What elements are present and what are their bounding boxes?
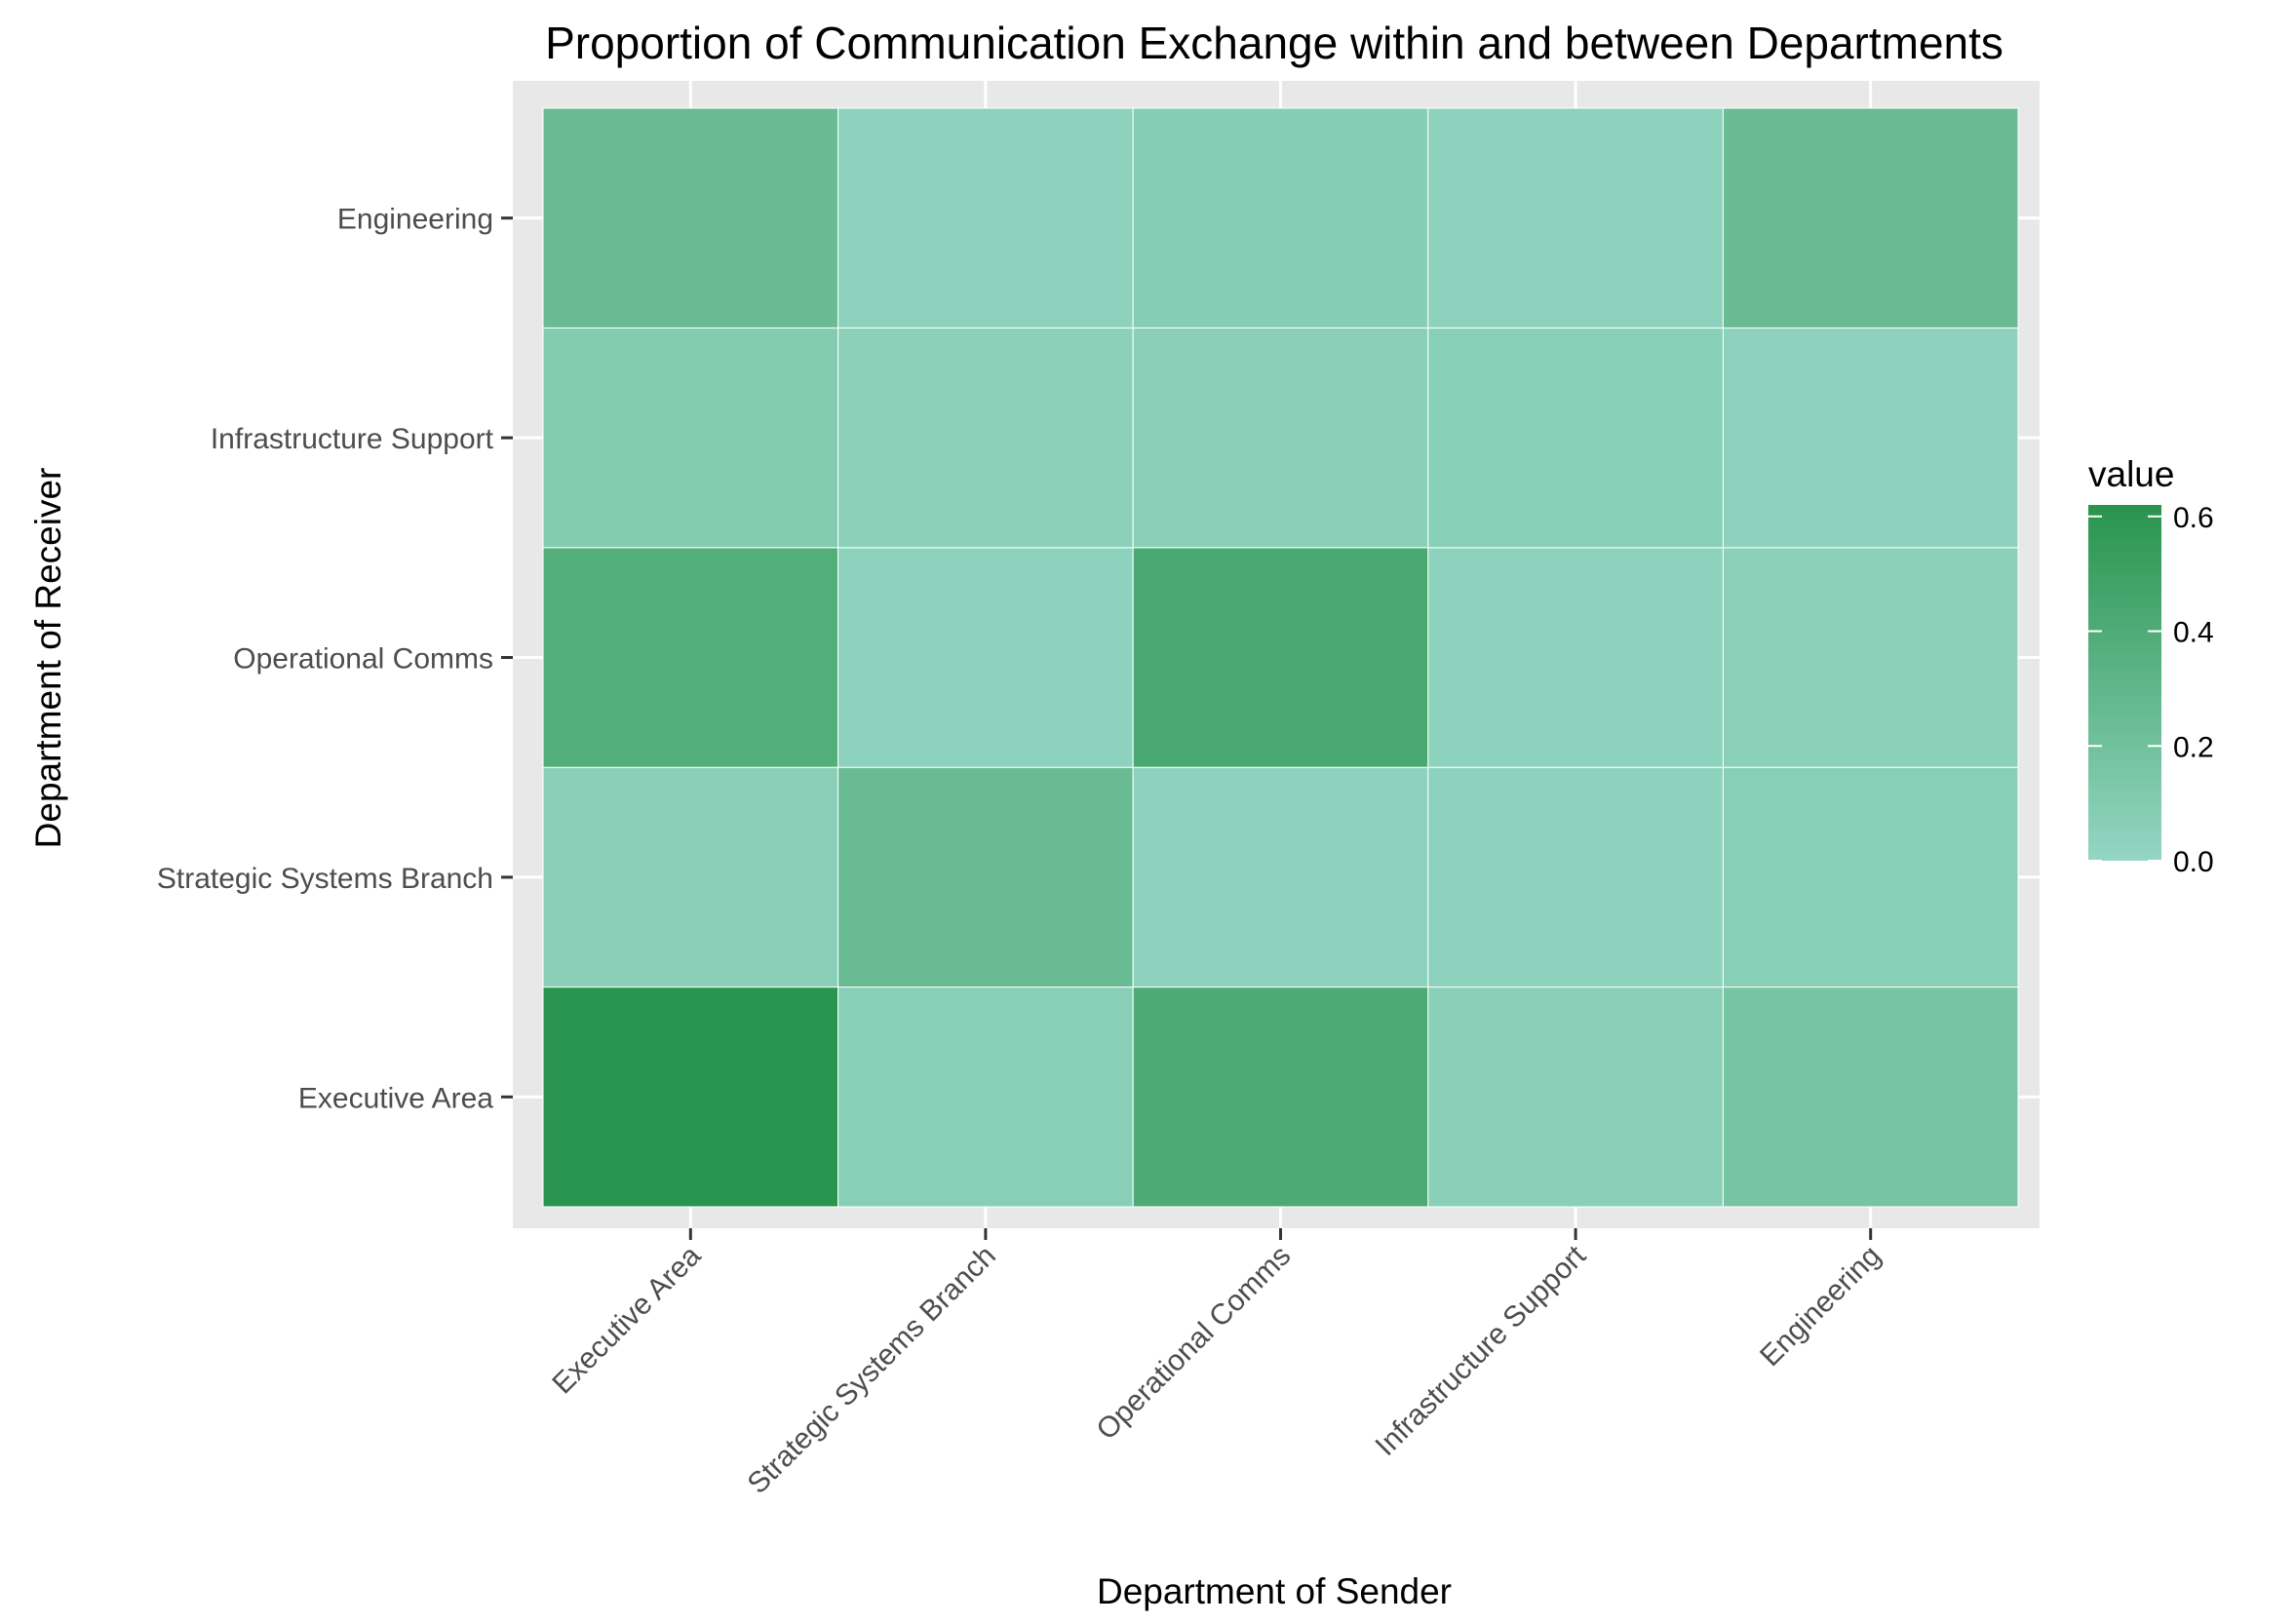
- heatmap-cell: [837, 986, 1134, 1208]
- heatmap-cell: [837, 547, 1134, 768]
- legend-tick-label: 0.2: [2173, 731, 2214, 763]
- x-axis: Executive Area Strategic Systems Branch Op…: [546, 1228, 1887, 1500]
- x-tick-label: Engineering: [1754, 1240, 1887, 1373]
- legend-tick-label: 0.4: [2173, 617, 2214, 649]
- heatmap-cell: [1427, 107, 1724, 329]
- heatmap-cell: [542, 766, 839, 988]
- heatmap-cell: [837, 766, 1134, 988]
- legend-tick-label: 0.0: [2173, 846, 2214, 878]
- legend-colorbar: [2088, 505, 2161, 861]
- y-tick-label: Executive Area: [298, 1082, 493, 1114]
- heatmap-cell: [1132, 107, 1429, 329]
- heatmap-cell: [1722, 547, 2019, 768]
- x-tick-label: Infrastructure Support: [1370, 1239, 1593, 1462]
- heatmap-cell: [1132, 327, 1429, 549]
- heatmap-cells: [542, 107, 2019, 1208]
- heatmap-cell: [837, 327, 1134, 549]
- y-tick-label: Infrastructure Support: [211, 423, 494, 455]
- heatmap-cell: [1722, 107, 2019, 329]
- heatmap-cell: [1427, 547, 1724, 768]
- heatmap-cell: [542, 986, 839, 1208]
- heatmap-cell: [1132, 547, 1429, 768]
- heatmap-cell: [1722, 986, 2019, 1208]
- heatmap-cell: [1427, 986, 1724, 1208]
- x-tick-label: Strategic Systems Branch: [741, 1240, 1001, 1500]
- heatmap-cell: [542, 327, 839, 549]
- legend-title: value: [2088, 454, 2174, 494]
- x-axis-title: Department of Sender: [1097, 1571, 1452, 1611]
- y-tick-label: Strategic Systems Branch: [157, 863, 493, 895]
- heatmap-cell: [837, 107, 1134, 329]
- chart-title: Proportion of Communication Exchange wit…: [545, 18, 2003, 68]
- heatmap-cell: [542, 547, 839, 768]
- legend-tick-label: 0.6: [2173, 502, 2214, 534]
- heatmap-cell: [1427, 766, 1724, 988]
- y-tick-label: Operational Comms: [233, 643, 493, 676]
- color-legend: value 0.0 0.2 0.4 0.6: [2088, 454, 2214, 878]
- y-axis: Executive Area Strategic Systems Branch Op…: [157, 204, 513, 1114]
- heatmap-cell: [1722, 766, 2019, 988]
- legend-ticks: 0.0 0.2 0.4 0.6: [2088, 502, 2214, 878]
- y-axis-title: Department of Receiver: [28, 468, 68, 849]
- heatmap-cell: [1722, 327, 2019, 549]
- heatmap-cell: [1427, 327, 1724, 549]
- y-tick-label: Engineering: [337, 204, 493, 236]
- heatmap-cell: [1132, 986, 1429, 1208]
- x-tick-label: Operational Comms: [1090, 1240, 1297, 1447]
- heatmap-cell: [542, 107, 839, 329]
- heatmap-cell: [1132, 766, 1429, 988]
- x-tick-label: Executive Area: [546, 1239, 707, 1400]
